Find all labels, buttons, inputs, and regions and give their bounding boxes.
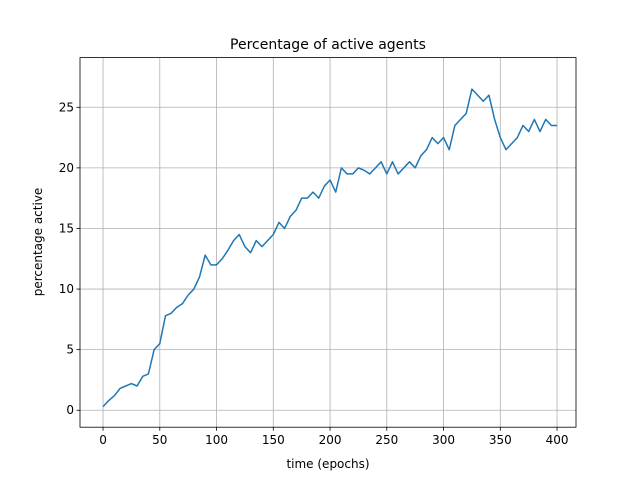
chart-title: Percentage of active agents — [230, 37, 426, 53]
y-tick-label: 25 — [59, 100, 74, 114]
x-tick-label: 400 — [546, 433, 569, 447]
x-tick-label: 0 — [99, 433, 107, 447]
y-tick-label: 15 — [59, 221, 74, 235]
x-tick-label: 150 — [262, 433, 285, 447]
x-tick-label: 250 — [375, 433, 398, 447]
x-tick-label: 200 — [319, 433, 342, 447]
y-tick-label: 5 — [66, 343, 74, 357]
y-tick-label: 0 — [66, 403, 74, 417]
y-axis-label: percentage active — [31, 188, 45, 297]
x-tick-label: 350 — [489, 433, 512, 447]
y-tick-label: 20 — [59, 161, 74, 175]
data-line — [102, 88, 558, 408]
x-tick-label: 100 — [205, 433, 228, 447]
x-axis-label: time (epochs) — [286, 457, 369, 471]
plot-frame — [79, 57, 577, 428]
y-tick-label: 10 — [59, 282, 74, 296]
x-tick-label: 50 — [152, 433, 167, 447]
x-tick-label: 300 — [432, 433, 455, 447]
